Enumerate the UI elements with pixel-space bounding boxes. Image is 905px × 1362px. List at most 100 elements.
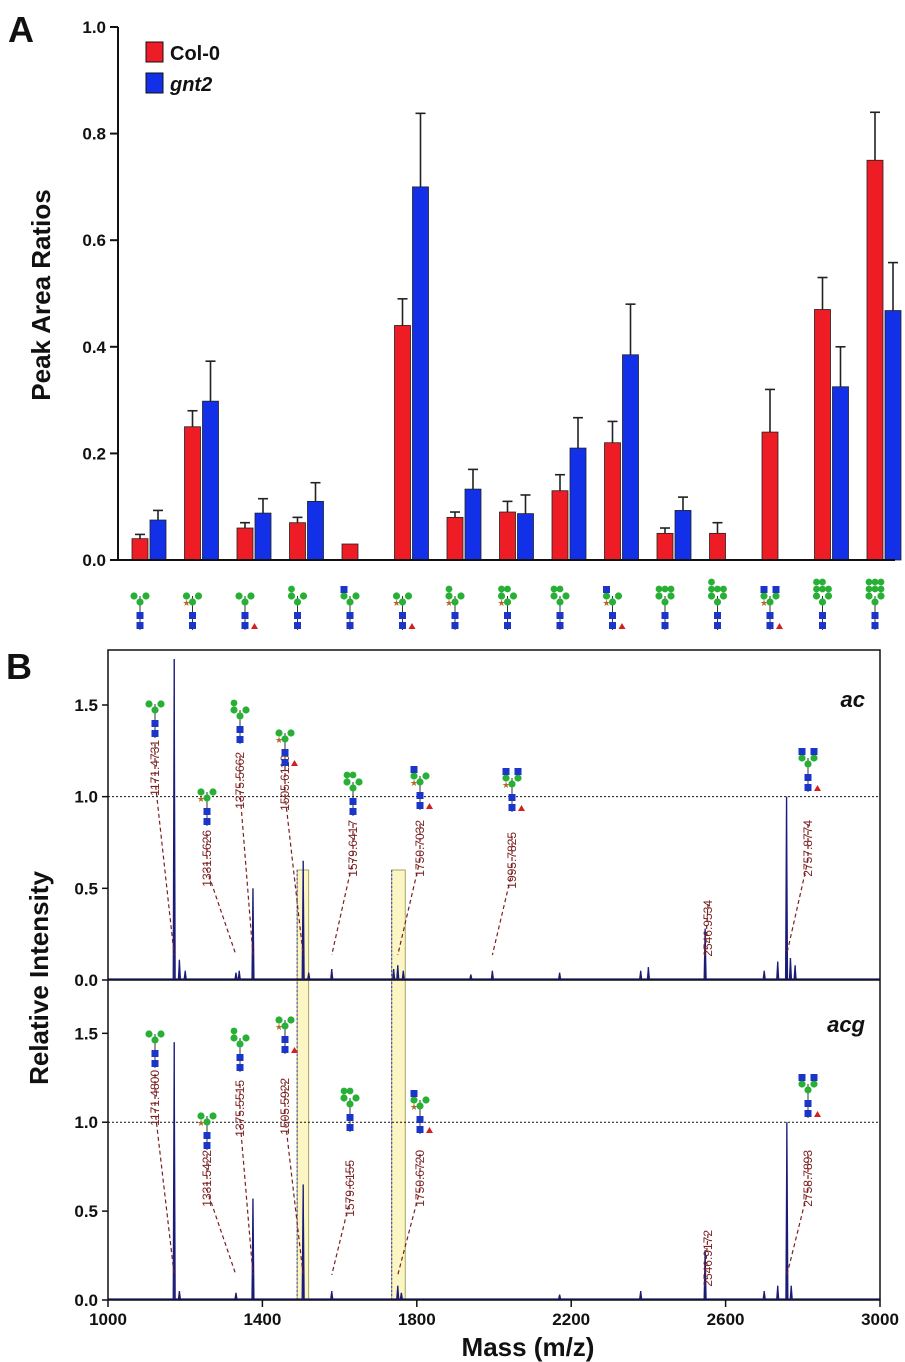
glycan-glcnac [609,622,616,629]
glycan-glcnac [346,1124,354,1131]
glycan-mannose [197,788,205,796]
glycan-glcnac [416,1126,424,1133]
glycan-glcnac [661,612,669,619]
glycan-fucose [408,623,416,629]
glycan-mannose [865,585,873,593]
glycan-sialylated-complex-icon [798,1074,821,1118]
spectrum-y-axis-title: Relative Intensity [24,871,54,1085]
glycan-xylose: ★ [197,1118,205,1128]
bar-y-tick-label: 0.4 [82,338,106,357]
glycan-mannose [355,778,363,786]
glycan-glcnac [760,586,768,593]
glycan-glcnac [236,726,244,733]
glycan-mannose [346,598,354,606]
glycan-xylose: ★ [498,598,506,608]
glycan-mannose [877,578,885,586]
glycan-glcnac [136,612,144,619]
glycan-mannose [804,1086,812,1094]
glycan-mannose [719,592,728,600]
glycan-mannose [667,585,675,593]
spectrum-x-tick-label: 1800 [398,1310,436,1329]
glycan-glcnac [346,612,354,619]
bar-chart-panel: Peak Area Ratios 0.00.20.40.60.81.0 ★ ★ ★ ★… [26,18,902,630]
glycan-mannose [398,598,407,606]
glycan-mannose [349,771,357,779]
peak-leader-line [331,1164,351,1276]
glycan-Man3GlcNAc2-icon [130,592,150,630]
glycan-mannose [142,592,150,600]
glycan-mannose [708,585,715,593]
bar-chart-glycan-icons: ★ ★ ★ ★ ★ ★ [130,578,885,630]
glycan-mannose [194,592,203,600]
spectrum-x-ticks: 1000 1400 1800 2200 2600 3000 [89,1300,899,1329]
peak-leader-line [206,834,237,956]
glycan-mannose [810,1080,818,1088]
bar-col0-G4 [289,522,306,561]
glycan-GlcNAc-Man3-Xyl-Fuc-icon: ★ [410,1090,433,1134]
bar-gnt2-G11 [674,510,692,561]
glycan-fucose [426,803,433,809]
glycan-glcnac [236,736,244,743]
glycan-mannose [151,1036,159,1044]
legend-swatch-col0 [145,41,164,63]
spectrum-frame [107,649,881,1301]
panel-label-a: A [8,9,34,50]
glycan-xylose: ★ [445,598,453,608]
bar-col0-G11 [656,532,674,561]
glycan-mannose [188,598,197,606]
glycan-mannose [230,1027,238,1035]
glycan-Man3XylFucGlcNAc2-icon: ★ [275,729,298,767]
glycan-glcnac [203,818,211,825]
glycan-Man3GlcNAc2-Fuc-icon [235,592,258,630]
bar-y-tick-label: 0.0 [82,551,106,570]
glycan-mannose [760,592,768,600]
glycan-mannose [287,592,296,600]
glycan-mannose [865,592,873,600]
glycan-mannose [416,1102,424,1110]
bar-chart-bars [131,111,902,561]
glycan-mannose [877,585,885,593]
bar-col0-G15 [866,159,884,561]
glycan-glcnac [151,730,159,737]
glycan-glcnac [514,768,522,775]
glycan-mannose [865,578,873,586]
glycan-glcnac [810,1074,818,1081]
glycan-mannose [136,598,144,606]
glycan-glcnac [871,612,879,619]
peak-leader-line [206,1154,237,1276]
glycan-glcnac [203,808,211,815]
glycan-glcnac [203,1142,211,1149]
glycan-xylose: ★ [760,598,768,608]
glycan-mannose [819,585,826,593]
glycan-Man8GlcNAc2-icon [812,578,833,630]
glycan-Man5Xyl-icon: ★ [498,585,518,630]
glycan-glcnac [281,1046,289,1053]
glycan-mannose [714,585,721,593]
glycan-mannose [410,772,418,780]
glycan-Man5GlcNAc2-icon [343,771,363,816]
glycan-fucose [776,623,783,629]
glycan-glcnac [151,1050,159,1057]
glycan-mannose [804,760,812,768]
bar-col0-G10 [604,442,621,561]
peak-leader-line [397,1154,421,1276]
glycan-mannose [819,578,826,586]
glycan-mannose [509,592,518,600]
bar-gnt2-G15 [884,310,902,561]
glycan-mannose [661,585,669,593]
glycan-mannose [182,592,191,600]
spectrum-y-tick-label: 1.0 [74,1113,98,1132]
spectrum-x-tick-label: 2600 [707,1310,745,1329]
glycan-mannose [602,592,611,600]
glycan-mannose [352,1094,360,1102]
glycan-glcnac [556,612,564,619]
glycan-xylose: ★ [183,598,191,608]
bar-chart-y-ticks: 0.0 0.2 0.4 0.6 0.8 1.0 [82,18,118,570]
glycan-glcnac [804,1100,812,1107]
glycan-glcnac [609,612,616,619]
glycan-GlcNAcMan3GlcNAc2-icon [340,586,360,630]
glycan-glcnac [241,612,249,619]
glycan-mannose [550,592,558,600]
